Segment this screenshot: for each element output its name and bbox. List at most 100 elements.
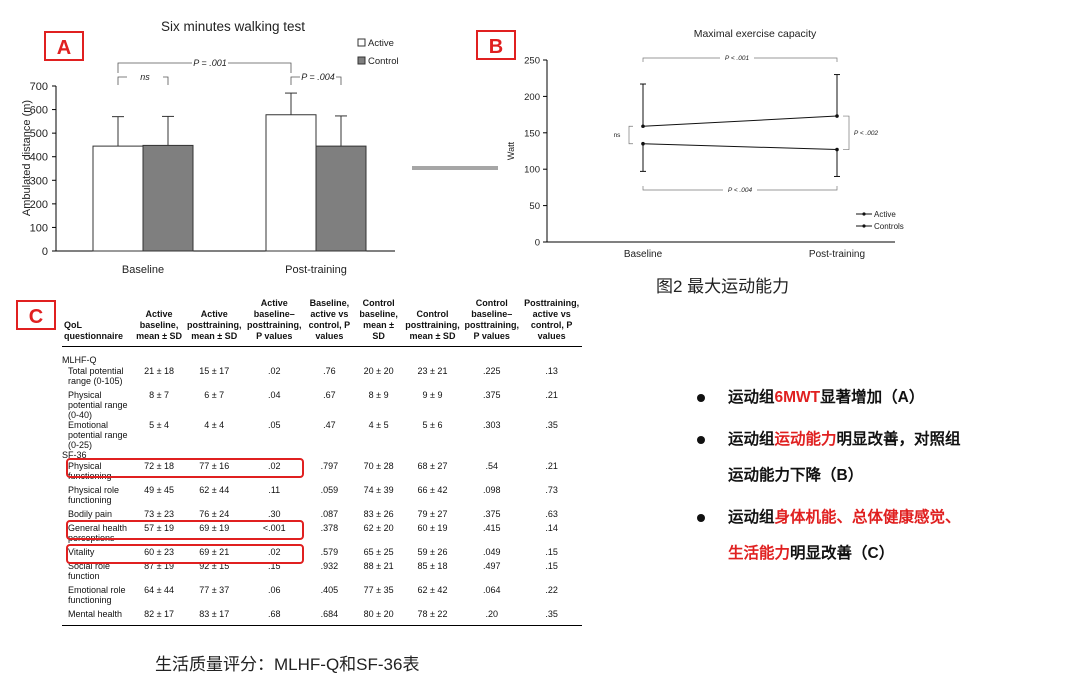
table-header-row: QoL questionnaire Active baseline, mean ±…: [62, 298, 582, 347]
table-cell: .06: [268, 585, 281, 595]
table-cell: .059: [320, 485, 339, 495]
chart-b-ytick-label: 0: [535, 238, 540, 249]
table-cell: 62 ± 44: [199, 485, 230, 495]
table-header-cell: Posttraining, active vs control, P value…: [524, 298, 580, 341]
table-cell: 80 ± 20: [363, 609, 394, 619]
table-cell: .20: [485, 609, 498, 619]
table-header-cell: Control posttraining, mean ± SD: [405, 309, 460, 341]
table-highlight-box: [66, 520, 305, 540]
chart-a-ytick-label: 200: [30, 199, 48, 211]
table-cell: .35: [545, 420, 558, 430]
chart-b-ytick-label: 100: [524, 165, 540, 176]
table-cell: 74 ± 39: [363, 485, 394, 495]
finding-text: 运动能力下降（B）: [728, 467, 864, 484]
table-cell: 85 ± 18: [417, 561, 448, 571]
chart-b-bracket-ns: ns: [614, 125, 633, 145]
chart-a-legend-swatch: [357, 56, 366, 65]
finding-text: 运动能力: [774, 431, 837, 448]
table-cell: .15: [545, 547, 558, 557]
table-cell: 72 ± 18: [144, 461, 175, 471]
table-cell: .05: [268, 420, 281, 430]
table-section-label: MLHF-Q: [62, 355, 97, 365]
table-cell: 6 ± 7: [204, 390, 225, 400]
table-row-label: Physical potential range (0-40): [68, 390, 128, 420]
table-cell: 69 ± 19: [199, 523, 230, 533]
table-cell: 8 ± 9: [368, 390, 389, 400]
table-cell: .47: [323, 420, 336, 430]
chart-a-legend-label: Control: [368, 56, 399, 67]
table-cell: 68 ± 27: [417, 461, 448, 471]
svg-text:ns: ns: [140, 72, 150, 82]
table-cell: 66 ± 42: [417, 485, 448, 495]
table-cell: .73: [545, 485, 558, 495]
chart-b-ytick-label: 200: [524, 92, 540, 103]
finding-text: 显著增加（A）: [820, 389, 925, 406]
bullet-dot-icon: [697, 436, 705, 444]
table-highlight-box: [66, 544, 305, 564]
chart-b-point: [835, 147, 839, 152]
table-cell: 21 ± 18: [144, 366, 175, 376]
table-cell: .14: [545, 523, 558, 533]
chart-a-bracket-p001: P = .001: [117, 58, 292, 73]
table-cell: .098: [482, 485, 501, 495]
table-cell: 78 ± 22: [417, 609, 448, 619]
table-cell: 77 ± 37: [199, 585, 230, 595]
finding-item: 运动组运动能力明显改善，对照组 运动能力下降（B）: [697, 422, 1072, 494]
table-cell: 77 ± 35: [363, 585, 394, 595]
table-row: Total potential range (0-105) 21 ± 18 15 ±…: [62, 366, 582, 390]
chart-a-title: Six minutes walking test: [161, 19, 305, 34]
table-cell: .375: [482, 390, 501, 400]
chart-a-bar: [92, 145, 144, 252]
finding-text: 明显改善（C）: [790, 545, 895, 562]
svg-text:P < .002: P < .002: [854, 130, 879, 137]
table-cell: 73 ± 23: [144, 509, 175, 519]
chart-a-xtick-label: Baseline: [122, 264, 164, 276]
chart-b-point: [835, 114, 839, 118]
table-row-highlighted: Vitality 60 ± 23 69 ± 21 .02 .579 65 ± 25 59 ±…: [62, 547, 582, 561]
table-cell: 23 ± 21: [417, 366, 448, 376]
table-cell: 65 ± 25: [363, 547, 394, 557]
panel-connector: [412, 166, 498, 170]
chart-b-legend-marker: [862, 212, 866, 216]
table-cell: .415: [482, 523, 501, 533]
table-cell: .04: [268, 390, 281, 400]
table-row-label: Bodily pain: [68, 509, 113, 519]
qol-table-wrap: QoL questionnaire Active baseline, mean ±…: [62, 298, 582, 626]
chart-b-ytick-label: 150: [524, 128, 540, 139]
table-cell: .932: [320, 561, 339, 571]
table-cell: .087: [320, 509, 339, 519]
svg-text:P < .004: P < .004: [728, 187, 753, 194]
table-cell: .13: [545, 366, 558, 376]
table-cell: 70 ± 28: [363, 461, 394, 471]
table-cell: .30: [268, 509, 281, 519]
table-cell: 8 ± 7: [149, 390, 170, 400]
chart-a-ytick-label: 500: [30, 128, 48, 140]
chart-b-series-line: [642, 115, 838, 127]
finding-text: 生活能力: [728, 545, 791, 562]
chart-b-xtick-label: Baseline: [624, 249, 663, 260]
chart-b-legend-marker: [862, 224, 866, 228]
svg-text:ns: ns: [614, 132, 622, 139]
chart-b-ytick-label: 250: [524, 56, 540, 67]
table-row: Bodily pain 73 ± 23 76 ± 24 .30 .087 83 ± 26 7…: [62, 509, 582, 523]
six-minute-walk-chart: Six minutes walking test Ambulated distan…: [21, 19, 399, 276]
chart-b-point: [641, 124, 645, 129]
table-row: Mental health 82 ± 17 83 ± 17 .68 .684 80 ± 2…: [62, 609, 582, 623]
findings-list: 运动组6MWT显著增加（A） 运动组运动能力明显改善，对照组 运动能力下降（B） 运动…: [697, 380, 1072, 578]
table-cell: 82 ± 17: [144, 609, 175, 619]
table-cell: 5 ± 4: [149, 420, 170, 430]
svg-text:P = .001: P = .001: [193, 58, 226, 68]
chart-b-bracket-top: P < .001: [642, 54, 838, 62]
chart-a-bracket-ns: ns: [117, 72, 169, 85]
table-row: Emotional potential range (0-25) 5 ± 4 4 ±…: [62, 420, 582, 450]
chart-b-ylabel: Watt: [506, 141, 516, 160]
chart-b-point: [641, 141, 645, 146]
table-cell: 83 ± 17: [199, 609, 230, 619]
table-cell: 4 ± 4: [204, 420, 225, 430]
table-header-cell: Active baseline, mean ± SD: [136, 309, 183, 341]
table-cell: 62 ± 42: [417, 585, 448, 595]
table-row: Emotional role functioning 64 ± 44 77 ± 37…: [62, 585, 582, 609]
table-cell: .68: [268, 609, 281, 619]
table-cell: .378: [320, 523, 339, 533]
table-row-label: Emotional potential range (0-25): [68, 420, 128, 450]
